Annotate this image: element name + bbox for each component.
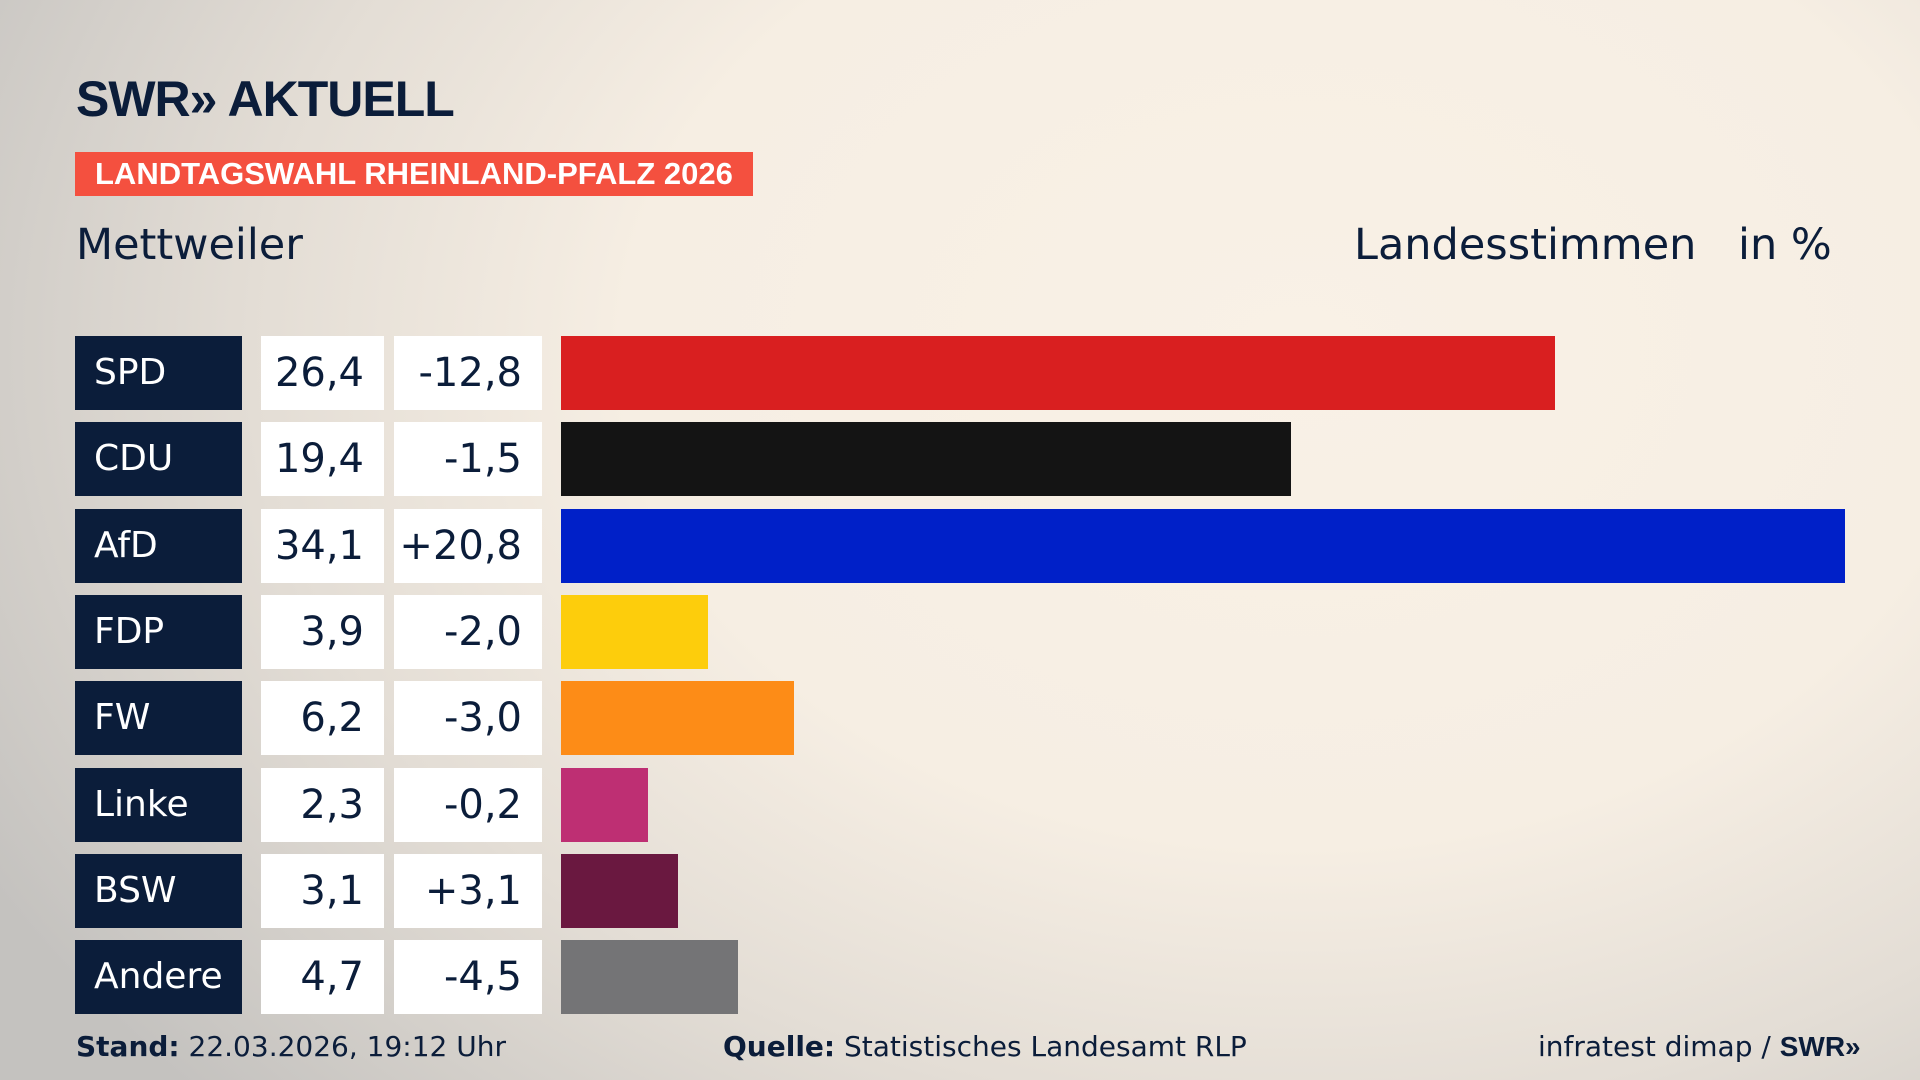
- unit-label: in %: [1738, 220, 1832, 270]
- value-label: 26,4: [261, 336, 384, 410]
- credit-text: infratest dimap /: [1538, 1030, 1780, 1063]
- source-value: Statistisches Landesamt RLP: [844, 1030, 1247, 1063]
- value-label: 4,7: [261, 940, 384, 1015]
- stand-label: Stand:: [76, 1030, 180, 1063]
- stand-info: Stand: 22.03.2026, 19:12 Uhr: [76, 1030, 506, 1063]
- swr-aktuell-logo: SWR» AKTUELL: [76, 71, 455, 127]
- metric-label: Landesstimmen: [1354, 220, 1697, 270]
- source-info: Quelle: Statistisches Landesamt RLP: [723, 1030, 1247, 1063]
- credit-info: infratest dimap / SWR»: [1538, 1030, 1861, 1063]
- party-label: Andere: [75, 940, 242, 1015]
- source-label: Quelle:: [723, 1030, 836, 1063]
- bar-spd: [561, 336, 1556, 410]
- party-label: BSW: [75, 853, 242, 928]
- place-title: Mettweiler: [76, 220, 303, 270]
- bar-linke: [561, 767, 648, 842]
- party-label: FW: [75, 681, 242, 756]
- bar-cdu: [561, 422, 1292, 497]
- party-label: AfD: [75, 508, 242, 583]
- party-label: CDU: [75, 422, 242, 497]
- diff-label: -4,5: [394, 940, 542, 1015]
- value-label: 19,4: [261, 422, 384, 497]
- bar-fw: [561, 681, 795, 756]
- diff-label: +3,1: [394, 853, 542, 928]
- bar-bsw: [561, 853, 678, 928]
- value-label: 6,2: [261, 681, 384, 756]
- diff-label: -12,8: [394, 336, 542, 410]
- value-label: 34,1: [261, 508, 384, 583]
- party-label: Linke: [75, 767, 242, 842]
- diff-label: +20,8: [394, 508, 542, 583]
- bar-afd: [561, 508, 1845, 583]
- swr-logo: SWR»: [1779, 1031, 1861, 1062]
- party-label: SPD: [75, 336, 242, 410]
- value-label: 2,3: [261, 767, 384, 842]
- diff-label: -3,0: [394, 681, 542, 756]
- bar-andere: [561, 940, 738, 1015]
- value-label: 3,1: [261, 853, 384, 928]
- stand-value: 22.03.2026, 19:12 Uhr: [188, 1030, 506, 1063]
- diff-label: -1,5: [394, 422, 542, 497]
- party-label: FDP: [75, 594, 242, 669]
- diff-label: -0,2: [394, 767, 542, 842]
- bar-fdp: [561, 594, 708, 669]
- diff-label: -2,0: [394, 594, 542, 669]
- election-banner: LANDTAGSWAHL RHEINLAND-PFALZ 2026: [75, 152, 753, 196]
- value-label: 3,9: [261, 594, 384, 669]
